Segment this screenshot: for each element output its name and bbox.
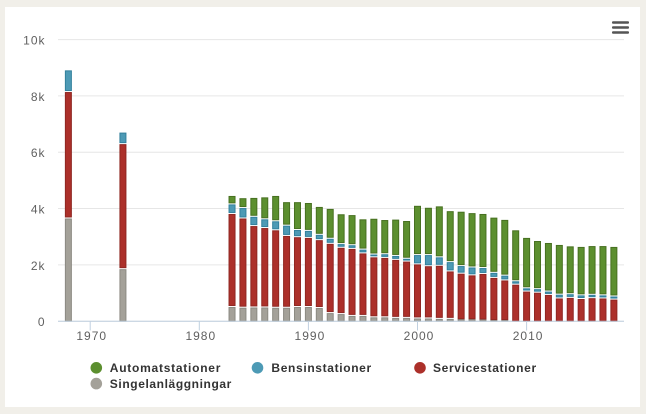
svg-text:10k: 10k	[23, 34, 45, 48]
svg-text:1980: 1980	[185, 329, 216, 343]
svg-text:Automatstationer: Automatstationer	[110, 361, 221, 375]
svg-text:4k: 4k	[31, 203, 46, 217]
svg-text:Bensinstationer: Bensinstationer	[271, 361, 371, 375]
svg-text:2k: 2k	[31, 259, 46, 273]
svg-text:8k: 8k	[31, 90, 46, 104]
svg-text:1970: 1970	[76, 329, 107, 343]
svg-text:Singelanläggningar: Singelanläggningar	[110, 377, 232, 391]
svg-text:0: 0	[38, 315, 46, 329]
svg-text:6k: 6k	[31, 146, 46, 160]
svg-text:2010: 2010	[513, 329, 544, 343]
svg-text:2000: 2000	[404, 329, 435, 343]
svg-text:Servicestationer: Servicestationer	[433, 361, 537, 375]
svg-text:1990: 1990	[295, 329, 326, 343]
